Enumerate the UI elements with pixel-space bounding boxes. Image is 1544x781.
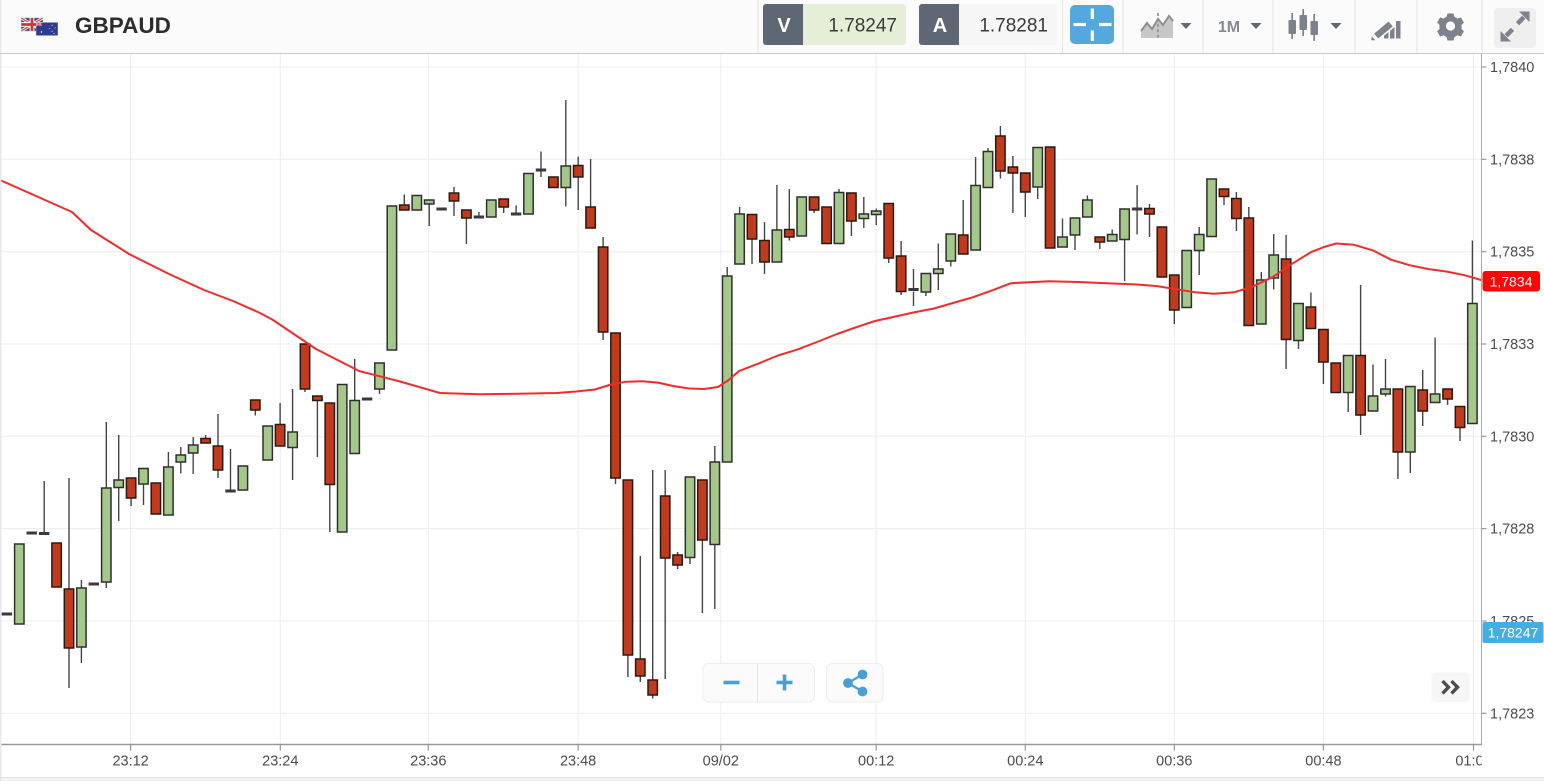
svg-text:00:24: 00:24 [1007, 754, 1043, 770]
svg-text:V: V [777, 15, 791, 37]
svg-text:00:12: 00:12 [858, 754, 894, 770]
svg-text:1,7834: 1,7834 [1490, 274, 1533, 290]
svg-text:01:00: 01:00 [1455, 754, 1491, 770]
svg-text:1,7833: 1,7833 [1490, 337, 1534, 353]
svg-text:1,78247: 1,78247 [1488, 625, 1539, 641]
svg-text:1,7840: 1,7840 [1490, 60, 1534, 76]
svg-text:23:24: 23:24 [262, 754, 298, 770]
svg-text:23:48: 23:48 [560, 754, 596, 770]
svg-text:1M: 1M [1218, 19, 1240, 36]
svg-text:1,7835: 1,7835 [1490, 245, 1534, 261]
svg-text:1,7828: 1,7828 [1490, 522, 1534, 538]
svg-text:GBPAUD: GBPAUD [75, 13, 171, 38]
svg-text:23:12: 23:12 [112, 754, 148, 770]
svg-text:00:36: 00:36 [1156, 754, 1192, 770]
svg-text:1.78281: 1.78281 [979, 16, 1048, 37]
svg-text:1,7838: 1,7838 [1490, 152, 1534, 168]
svg-text:09/02: 09/02 [703, 754, 739, 770]
svg-text:23:36: 23:36 [410, 754, 446, 770]
svg-text:1.78247: 1.78247 [828, 16, 897, 37]
svg-text:00:48: 00:48 [1305, 754, 1341, 770]
svg-text:1,7830: 1,7830 [1490, 429, 1534, 445]
svg-text:A: A [933, 15, 947, 37]
svg-text:1,7823: 1,7823 [1490, 706, 1534, 722]
